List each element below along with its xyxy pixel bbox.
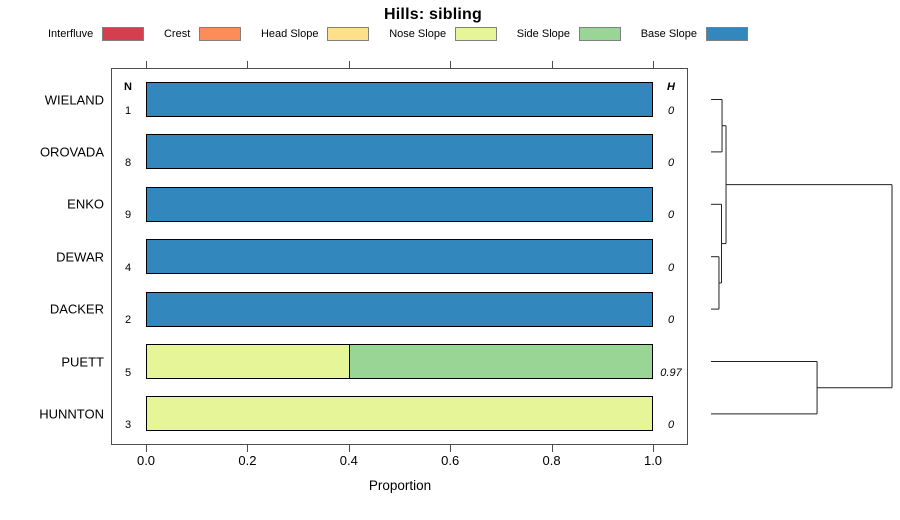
axis-tick [653, 61, 654, 68]
legend-item-label: Crest [163, 28, 191, 40]
y-axis-label: HUNNTON [39, 406, 104, 422]
h-value: 0 [667, 104, 675, 117]
legend-item: Head Slope [261, 27, 370, 41]
legend-item-label: Side Slope [516, 28, 570, 40]
n-value: 1 [124, 104, 132, 117]
legend-item-label: Base Slope [640, 28, 697, 40]
y-axis-label: DACKER [49, 301, 104, 317]
y-axis-label: OROVADA [39, 144, 104, 160]
h-value: 0 [667, 418, 675, 431]
bar [146, 82, 653, 117]
bar-segment [349, 345, 652, 378]
axis-tick [247, 445, 249, 452]
legend-item: Nose Slope [389, 27, 498, 41]
legend-item-label: Nose Slope [389, 28, 447, 40]
legend-swatch [579, 27, 621, 41]
axis-tick [146, 61, 147, 68]
axis-tick [551, 61, 553, 68]
axis-tick [348, 61, 350, 68]
legend-swatch [327, 27, 370, 41]
n-value: 3 [124, 418, 132, 431]
x-tick-label: 0.0 [136, 453, 156, 468]
n-value: 5 [124, 366, 132, 379]
legend: Interfluve Crest Head Slope Nose Slope Side … [48, 25, 748, 43]
axis-tick [653, 445, 654, 452]
legend-item: Interfluve [48, 27, 145, 41]
bar-segment [147, 187, 652, 221]
h-value: 0 [667, 261, 675, 274]
bar-segment [147, 292, 652, 326]
axis-tick [348, 445, 350, 452]
n-value: 4 [124, 261, 132, 274]
axis-tick [551, 445, 553, 452]
n-value: 8 [124, 156, 132, 169]
legend-swatch [455, 27, 498, 41]
bar-segment [147, 397, 652, 431]
bar [146, 291, 653, 327]
h-column-header: H [667, 81, 675, 93]
axis-tick [450, 61, 452, 68]
legend-swatch [199, 27, 242, 41]
bar [146, 239, 653, 275]
legend-item: Side Slope [517, 27, 621, 41]
h-value: 0 [667, 156, 675, 169]
dendrogram [711, 99, 893, 415]
axis-tick [146, 445, 147, 452]
legend-swatch [705, 27, 748, 41]
h-value: 0 [667, 314, 675, 327]
bar-segment [147, 345, 349, 378]
bar-segment [147, 83, 652, 116]
y-axis-label: DEWAR [56, 249, 104, 265]
x-tick-label: 0.6 [441, 453, 460, 468]
n-value: 2 [124, 314, 132, 327]
legend-item-label: Head Slope [260, 28, 319, 40]
x-tick-label: 0.4 [339, 453, 358, 468]
n-column-header: N [124, 81, 132, 93]
x-tick-label: 0.8 [542, 453, 561, 468]
h-value: 0 [667, 209, 675, 222]
h-value: 0.97 [660, 366, 682, 379]
axis-tick [247, 61, 249, 68]
y-axis-label: WIELAND [44, 92, 104, 107]
x-tick-label: 0.2 [238, 453, 257, 468]
bar [146, 396, 653, 432]
n-value: 9 [124, 209, 132, 222]
bar [146, 344, 653, 379]
axis-tick [450, 445, 452, 452]
legend-item-label: Interfluve [48, 28, 94, 40]
legend-item: Base Slope [641, 27, 748, 41]
chart-title: Hills: sibling [384, 6, 482, 23]
legend-item: Crest [163, 27, 242, 41]
bar [146, 186, 653, 222]
x-axis-title: Proportion [368, 478, 432, 493]
y-axis-label: PUETT [61, 354, 104, 369]
bar [146, 134, 653, 170]
legend-swatch [102, 27, 145, 41]
y-axis-label: ENKO [67, 196, 104, 212]
x-tick-label: 1.0 [643, 453, 663, 468]
bar-segment [147, 240, 652, 274]
bar-segment [147, 135, 652, 169]
